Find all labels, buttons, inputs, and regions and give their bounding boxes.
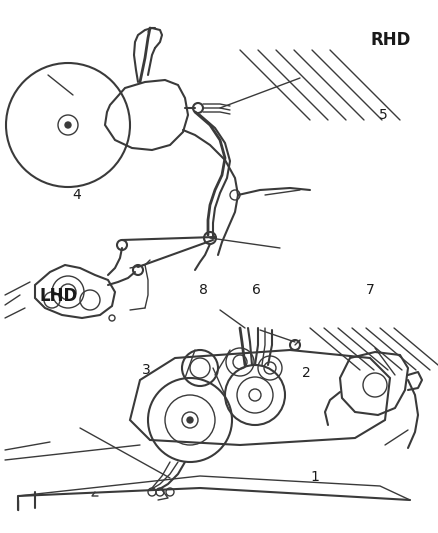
Text: LHD: LHD — [39, 287, 78, 305]
Text: 8: 8 — [199, 284, 208, 297]
Text: 1: 1 — [311, 470, 320, 484]
Text: RHD: RHD — [370, 31, 410, 49]
Text: 3: 3 — [142, 364, 151, 377]
Text: 4: 4 — [72, 188, 81, 201]
Text: 7: 7 — [366, 284, 374, 297]
Text: 2: 2 — [302, 366, 311, 380]
Circle shape — [187, 417, 193, 423]
Circle shape — [65, 122, 71, 128]
Text: 6: 6 — [252, 284, 261, 297]
Text: 5: 5 — [379, 108, 388, 122]
